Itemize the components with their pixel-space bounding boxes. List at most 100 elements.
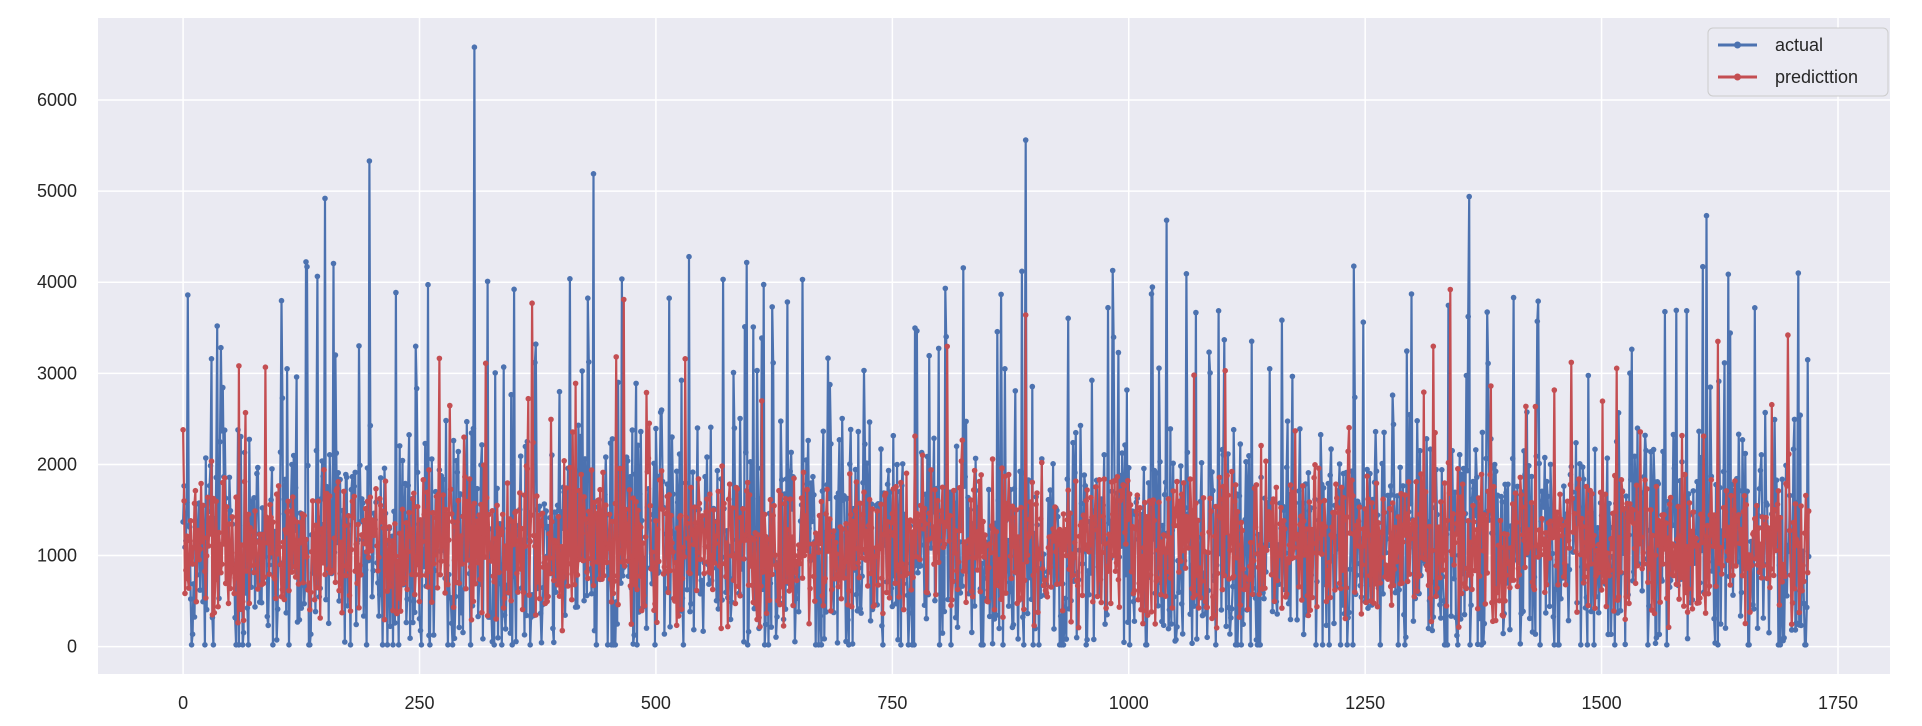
data-point-actual bbox=[1738, 589, 1745, 596]
data-point-prediction bbox=[646, 420, 653, 427]
data-point-actual bbox=[960, 265, 967, 271]
data-point-prediction bbox=[615, 601, 621, 608]
data-point-actual bbox=[1002, 366, 1008, 372]
data-point-prediction bbox=[1072, 539, 1078, 546]
data-point-prediction bbox=[1537, 546, 1543, 553]
data-point-actual bbox=[343, 474, 350, 481]
data-point-prediction bbox=[1663, 520, 1669, 526]
data-point-actual bbox=[708, 424, 714, 431]
data-point-prediction bbox=[1126, 491, 1133, 497]
data-point-actual bbox=[1558, 595, 1564, 602]
data-point-actual bbox=[454, 469, 461, 476]
data-point-actual bbox=[413, 385, 420, 392]
data-point-prediction bbox=[695, 476, 702, 482]
data-point-prediction bbox=[255, 538, 262, 545]
data-point-prediction bbox=[206, 515, 213, 521]
data-point-prediction bbox=[1212, 533, 1218, 540]
data-point-prediction bbox=[1273, 484, 1280, 491]
data-point-actual bbox=[684, 586, 690, 593]
data-point-prediction bbox=[812, 598, 818, 604]
data-point-prediction bbox=[751, 537, 758, 543]
data-point-actual bbox=[1228, 615, 1234, 621]
data-point-prediction bbox=[399, 506, 406, 513]
data-point-prediction bbox=[1065, 487, 1071, 494]
data-point-prediction bbox=[1512, 490, 1519, 497]
data-point-prediction bbox=[275, 483, 282, 489]
data-point-prediction bbox=[221, 541, 227, 547]
data-point-prediction bbox=[1595, 541, 1602, 548]
data-point-actual bbox=[855, 428, 862, 435]
data-point-prediction bbox=[1133, 508, 1140, 515]
data-point-prediction bbox=[1747, 609, 1753, 615]
data-point-prediction bbox=[580, 557, 586, 564]
data-point-prediction bbox=[643, 389, 650, 396]
data-point-prediction bbox=[637, 573, 643, 579]
data-point-actual bbox=[1673, 307, 1680, 314]
data-point-actual bbox=[1471, 485, 1477, 492]
data-point-prediction bbox=[192, 487, 199, 494]
data-point-prediction bbox=[198, 480, 204, 487]
data-point-actual bbox=[1455, 642, 1461, 648]
data-point-prediction bbox=[1487, 471, 1493, 478]
data-point-prediction bbox=[276, 544, 283, 550]
data-point-prediction bbox=[1557, 491, 1563, 498]
data-point-prediction bbox=[319, 526, 325, 532]
data-point-prediction bbox=[339, 609, 345, 616]
data-point-prediction bbox=[1463, 585, 1470, 592]
data-point-prediction bbox=[1099, 549, 1106, 556]
data-point-prediction bbox=[690, 531, 696, 538]
data-point-prediction bbox=[1012, 569, 1019, 575]
data-point-actual bbox=[1325, 480, 1332, 487]
data-point-prediction bbox=[1004, 515, 1011, 522]
data-point-actual bbox=[1380, 591, 1386, 597]
data-point-prediction bbox=[1317, 499, 1323, 505]
data-point-actual bbox=[279, 395, 286, 401]
data-point-prediction bbox=[906, 524, 913, 531]
data-point-actual bbox=[653, 425, 659, 432]
data-point-prediction bbox=[820, 602, 827, 609]
data-point-prediction bbox=[1596, 565, 1603, 571]
data-point-actual bbox=[1141, 465, 1147, 472]
data-point-prediction bbox=[552, 543, 559, 550]
data-point-prediction bbox=[1488, 383, 1494, 389]
data-point-actual bbox=[286, 642, 292, 648]
data-point-prediction bbox=[793, 569, 799, 576]
data-point-actual bbox=[1327, 472, 1333, 479]
data-point-prediction bbox=[1785, 332, 1791, 338]
data-point-prediction bbox=[1073, 577, 1080, 584]
data-point-prediction bbox=[617, 465, 623, 472]
data-point-prediction bbox=[1751, 529, 1757, 536]
data-point-actual bbox=[669, 434, 675, 440]
data-point-actual bbox=[1143, 642, 1150, 648]
data-point-actual bbox=[603, 454, 609, 460]
data-point-prediction bbox=[1198, 578, 1205, 584]
data-point-prediction bbox=[982, 532, 988, 538]
data-point-actual bbox=[1736, 488, 1743, 494]
data-point-prediction bbox=[311, 596, 318, 603]
data-point-prediction bbox=[744, 479, 751, 486]
data-point-prediction bbox=[361, 540, 368, 547]
data-point-actual bbox=[694, 425, 701, 431]
data-point-actual bbox=[1540, 497, 1546, 504]
data-point-prediction bbox=[426, 467, 432, 473]
data-point-prediction bbox=[1270, 496, 1277, 502]
data-point-actual bbox=[939, 630, 946, 636]
data-point-actual bbox=[1709, 568, 1715, 574]
data-point-prediction bbox=[514, 570, 520, 577]
data-point-actual bbox=[638, 517, 645, 524]
data-point-actual bbox=[251, 495, 257, 501]
data-point-prediction bbox=[254, 586, 261, 592]
data-point-prediction bbox=[675, 613, 682, 619]
data-point-prediction bbox=[1125, 477, 1131, 484]
data-point-actual bbox=[492, 370, 499, 376]
data-point-prediction bbox=[1349, 477, 1355, 484]
data-point-prediction bbox=[466, 476, 473, 482]
data-point-prediction bbox=[560, 575, 567, 581]
data-point-prediction bbox=[721, 500, 727, 507]
data-point-prediction bbox=[1555, 582, 1561, 588]
data-point-actual bbox=[952, 614, 959, 621]
data-point-prediction bbox=[1595, 570, 1601, 576]
data-point-actual bbox=[743, 449, 749, 456]
data-point-actual bbox=[523, 612, 530, 619]
data-point-prediction bbox=[763, 610, 770, 617]
